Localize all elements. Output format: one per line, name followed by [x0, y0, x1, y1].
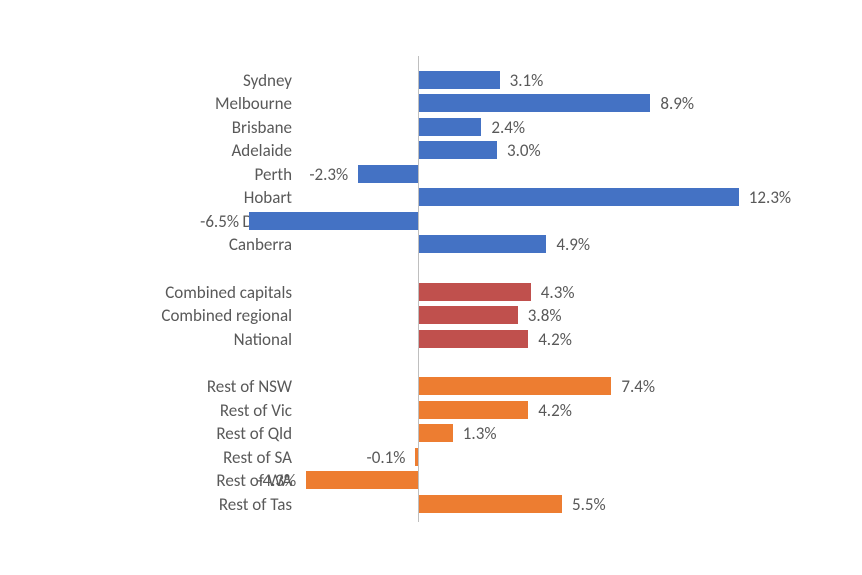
- value-label: 3.8%: [528, 305, 562, 326]
- bar: [249, 212, 418, 230]
- value-label: 4.2%: [538, 400, 572, 421]
- category-label: Canberra: [229, 234, 292, 255]
- value-label: 3.1%: [510, 70, 544, 91]
- bar-row: Rest of Qld 1.3%: [0, 422, 862, 446]
- bar-row: Rest of WA-4.3%: [0, 469, 862, 493]
- bar-row: Brisbane 2.4%: [0, 115, 862, 139]
- bar: [419, 306, 518, 324]
- category-label: Combined regional: [161, 305, 292, 326]
- bar-row: Darwin-6.5%: [0, 209, 862, 233]
- value-label: 4.9%: [556, 234, 590, 255]
- value-label: 1.3%: [463, 423, 497, 444]
- value-label: 7.4%: [621, 376, 655, 397]
- value-label: 5.5%: [572, 494, 606, 515]
- value-label: 12.3%: [749, 187, 791, 208]
- category-label: Rest of Vic: [220, 400, 292, 421]
- value-label: -6.5%: [200, 211, 239, 232]
- category-label: Adelaide: [231, 140, 292, 161]
- category-label: Rest of Tas: [219, 494, 292, 515]
- value-label: 4.2%: [538, 329, 572, 350]
- bar: [419, 235, 546, 253]
- category-label: National: [234, 329, 292, 350]
- value-label: 3.0%: [507, 140, 541, 161]
- bar: [306, 471, 418, 489]
- bar-row: Canberra 4.9%: [0, 233, 862, 257]
- bar-row: Combined capitals 4.3%: [0, 280, 862, 304]
- bar: [419, 141, 497, 159]
- bar: [419, 94, 650, 112]
- bar: [419, 188, 739, 206]
- value-label: -2.3%: [309, 164, 348, 185]
- bar-row: Rest of SA -0.1%: [0, 445, 862, 469]
- bar-row: Rest of Vic 4.2%: [0, 398, 862, 422]
- bar: [419, 330, 528, 348]
- category-label: Rest of SA: [223, 447, 292, 468]
- bar-row: Combined regional 3.8%: [0, 304, 862, 328]
- value-label: -4.3%: [257, 470, 296, 491]
- bar-row: Adelaide 3.0%: [0, 139, 862, 163]
- bar-row: Perth -2.3%: [0, 162, 862, 186]
- value-label: 4.3%: [541, 282, 575, 303]
- bar: [419, 118, 481, 136]
- category-label: Brisbane: [232, 117, 292, 138]
- category-label: Hobart: [244, 187, 292, 208]
- bar: [419, 283, 531, 301]
- bar-row: Hobart 12.3%: [0, 186, 862, 210]
- bar-row: Rest of NSW 7.4%: [0, 375, 862, 399]
- bar: [419, 401, 528, 419]
- bar-row: National 4.2%: [0, 327, 862, 351]
- category-label: Rest of NSW: [207, 376, 292, 397]
- bar: [358, 165, 418, 183]
- bar: [419, 71, 500, 89]
- value-label: 2.4%: [491, 117, 525, 138]
- value-label: 8.9%: [660, 93, 694, 114]
- category-label: Melbourne: [215, 93, 292, 114]
- bar: [419, 424, 453, 442]
- bar-row: Rest of Tas 5.5%: [0, 492, 862, 516]
- category-label: Combined capitals: [165, 282, 292, 303]
- category-label: Rest of Qld: [216, 423, 292, 444]
- horizontal-bar-chart: Sydney3.1%Melbourne8.9%Brisbane2.4%Adela…: [0, 0, 862, 575]
- bar-row: Melbourne 8.9%: [0, 92, 862, 116]
- value-label: -0.1%: [367, 447, 406, 468]
- category-label: Sydney: [243, 70, 292, 91]
- bar: [419, 495, 562, 513]
- bar-row: Sydney 3.1%: [0, 68, 862, 92]
- bar: [415, 448, 418, 466]
- bar: [419, 377, 611, 395]
- category-label: Perth: [255, 164, 292, 185]
